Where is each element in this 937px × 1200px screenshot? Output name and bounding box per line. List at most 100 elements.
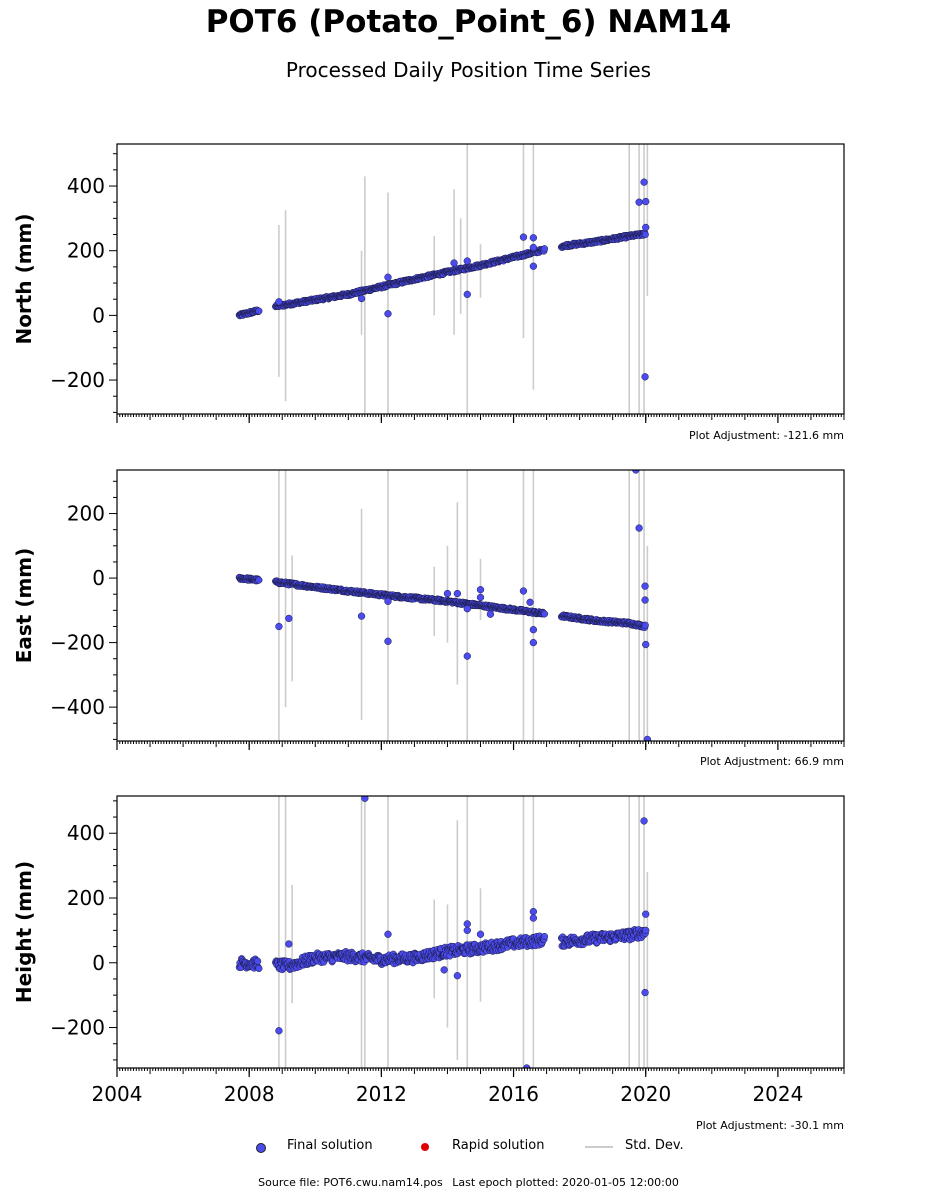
chart-subtitle: Processed Daily Position Time Series <box>285 58 652 82</box>
data-point-outlier <box>642 926 650 935</box>
data-point-outlier <box>463 605 471 613</box>
data-point-outlier <box>384 310 392 318</box>
data-point-outlier <box>463 290 471 299</box>
x-tick-label: 2024 <box>752 1082 803 1106</box>
plot-area <box>235 796 650 1068</box>
legend-std-label: Std. Dev. <box>625 1138 684 1153</box>
data-point-outlier <box>357 294 366 303</box>
data-point-outlier <box>384 637 392 645</box>
data-point-outlier <box>529 907 538 916</box>
data-point <box>641 621 649 629</box>
plot-area <box>235 470 652 741</box>
data-point-outlier <box>476 593 485 602</box>
rapid-solution-marker-icon <box>421 1143 429 1151</box>
data-point-outlier <box>642 640 650 649</box>
y-tick-label: 400 <box>67 174 105 198</box>
y-tick-label: 200 <box>67 886 105 910</box>
data-point-outlier <box>443 589 452 598</box>
data-point-outlier <box>384 597 392 605</box>
data-point-outlier <box>285 940 293 948</box>
data-point-outlier <box>285 614 293 623</box>
data-point-outlier <box>529 626 538 634</box>
footer-last-epoch: Last epoch plotted: 2020-01-05 12:00:00 <box>452 1176 679 1189</box>
data-point-outlier <box>635 198 643 206</box>
data-point-outlier <box>450 259 458 267</box>
data-point-outlier <box>640 178 648 186</box>
data-point-outlier <box>453 972 462 980</box>
x-tick-label: 2004 <box>92 1082 143 1106</box>
data-point-outlier <box>275 298 283 306</box>
data-point-outlier <box>635 524 643 532</box>
data-point-outlier <box>641 373 649 381</box>
data-point-outlier <box>519 233 528 241</box>
y-tick-label: 400 <box>67 821 105 845</box>
data-point <box>540 245 549 253</box>
legend-final-label: Final solution <box>287 1138 373 1153</box>
x-tick-label: 2016 <box>488 1082 539 1106</box>
data-point-outlier <box>643 735 652 741</box>
east-panel: −400 −200 0 200 East (mm) Plot Adjustment: 66… <box>12 469 845 768</box>
data-point-outlier <box>529 262 538 270</box>
data-point-outlier <box>529 243 538 252</box>
data-point-outlier <box>476 586 485 594</box>
y-tick-label: 200 <box>67 239 105 263</box>
data-point-outlier <box>275 622 283 631</box>
data-point-outlier <box>529 914 538 922</box>
data-point-outlier <box>529 638 538 647</box>
y-tick-label: 0 <box>92 303 105 327</box>
data-point-outlier <box>463 920 471 928</box>
y-axis-label: East (mm) <box>12 548 36 664</box>
y-axis-label: Height (mm) <box>12 861 36 1003</box>
data-point-outlier <box>519 587 528 595</box>
data-point <box>255 307 263 315</box>
y-tick-label: −200 <box>50 631 105 655</box>
data-point-outlier <box>453 589 462 598</box>
data-point <box>255 964 263 973</box>
data-point-outlier <box>440 966 448 974</box>
y-tick-label: 200 <box>67 502 105 526</box>
legend-rapid-label: Rapid solution <box>452 1138 545 1153</box>
plot-area <box>235 144 650 414</box>
y-tick-label: −200 <box>50 368 105 392</box>
data-point-outlier <box>361 796 369 802</box>
data-point-outlier <box>384 273 392 281</box>
plot-adjustment-label: Plot Adjustment: -121.6 mm <box>689 429 844 442</box>
data-point <box>540 932 549 941</box>
data-point-outlier <box>642 223 650 232</box>
x-tick-label: 2020 <box>620 1082 671 1106</box>
data-point-outlier <box>486 610 495 618</box>
height-panel: −200 0 200 400 Height (mm) Plot Adjustment: -… <box>12 795 845 1132</box>
data-point <box>255 576 263 584</box>
plot-adjustment-label: Plot Adjustment: -30.1 mm <box>696 1119 844 1132</box>
north-panel: −200 0 200 400 North (mm) Plot Adjustment: -1… <box>12 143 845 442</box>
y-tick-label: 0 <box>92 951 105 975</box>
chart-title: POT6 (Potato_Point_6) NAM14 <box>205 4 732 40</box>
data-point-outlier <box>384 930 392 938</box>
final-solution-marker-icon <box>256 1143 266 1153</box>
y-axis-label: North (mm) <box>12 213 36 344</box>
data-point-outlier <box>463 926 471 935</box>
data-point-outlier <box>642 197 650 206</box>
data-point-outlier <box>357 612 366 620</box>
data-point-outlier <box>275 1027 283 1035</box>
x-tick-label: 2012 <box>356 1082 407 1106</box>
data-point-outlier <box>642 910 650 918</box>
data-point <box>641 231 649 239</box>
data-point-outlier <box>463 652 471 660</box>
data-point-outlier <box>640 817 648 825</box>
data-point <box>540 610 549 618</box>
std-dev-line-icon <box>585 1146 613 1148</box>
data-point-outlier <box>641 582 649 590</box>
plot-adjustment-label: Plot Adjustment: 66.9 mm <box>700 755 844 768</box>
x-tick-label: 2008 <box>224 1082 275 1106</box>
data-point-outlier <box>463 257 471 265</box>
footer-source: Source file: POT6.cwu.nam14.pos <box>258 1176 443 1189</box>
y-tick-label: −400 <box>50 695 105 719</box>
y-tick-label: 0 <box>92 566 105 590</box>
data-point-outlier <box>476 930 485 938</box>
data-point <box>254 957 262 965</box>
footer: Source file: POT6.cwu.nam14.pos Last epo… <box>0 1176 937 1189</box>
data-point-outlier <box>529 234 538 242</box>
